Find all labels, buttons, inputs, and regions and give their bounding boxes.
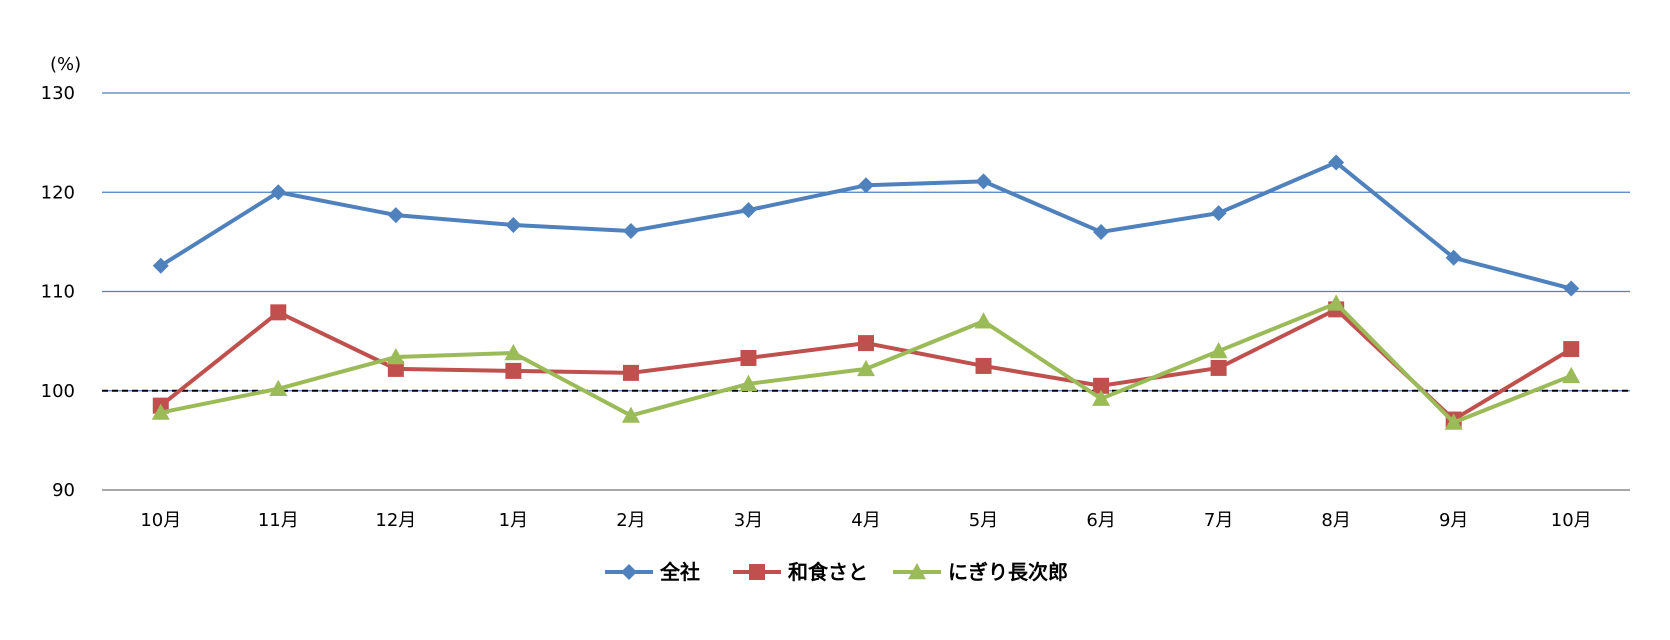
data-point bbox=[1210, 359, 1227, 376]
x-tick-label: 2月 bbox=[616, 510, 645, 531]
data-point bbox=[387, 207, 404, 224]
y-tick-label: 120 bbox=[41, 182, 75, 203]
data-point bbox=[1327, 294, 1346, 311]
data-point bbox=[270, 304, 287, 321]
y-tick-label: 90 bbox=[52, 480, 75, 501]
data-point bbox=[857, 359, 875, 377]
data-point bbox=[1093, 377, 1110, 394]
x-tick-label: 11月 bbox=[258, 510, 299, 531]
data-point bbox=[386, 348, 405, 365]
legend-item: 全社 bbox=[605, 560, 700, 584]
data-point bbox=[622, 222, 639, 239]
x-tick-labels: 10月 11月 12月 1月 2月 3月 4月 5月 6月 7月 8月 9月 10月 bbox=[140, 510, 1591, 531]
data-point bbox=[151, 403, 170, 420]
data-point bbox=[1092, 389, 1111, 406]
x-tick-label: 10月 bbox=[140, 510, 181, 531]
data-point bbox=[387, 360, 404, 377]
data-point bbox=[974, 312, 993, 329]
series-3 bbox=[151, 294, 1581, 430]
data-point bbox=[975, 357, 992, 374]
legend-item: にぎり長次郎 bbox=[893, 560, 1068, 584]
data-point bbox=[622, 364, 639, 381]
data-point bbox=[739, 374, 758, 392]
x-tick-label: 6月 bbox=[1086, 510, 1115, 531]
legend-item: 和食さと bbox=[733, 560, 868, 584]
data-point bbox=[858, 335, 874, 352]
legend-marker bbox=[749, 564, 765, 580]
y-tick-label: 130 bbox=[41, 83, 75, 104]
gridlines bbox=[102, 92, 1630, 491]
data-point bbox=[975, 173, 992, 190]
data-point bbox=[1444, 413, 1463, 430]
data-point bbox=[269, 379, 288, 396]
x-tick-label: 5月 bbox=[969, 510, 998, 531]
legend-marker bbox=[908, 563, 926, 580]
data-point bbox=[1563, 280, 1580, 297]
data-point bbox=[504, 344, 523, 361]
x-tick-label: 3月 bbox=[734, 510, 763, 531]
data-point bbox=[858, 177, 874, 194]
data-point bbox=[1328, 154, 1345, 171]
x-tick-label: 9月 bbox=[1439, 510, 1468, 531]
data-point bbox=[740, 202, 757, 219]
y-tick-labels: 90 100 110 120 130 bbox=[41, 83, 75, 501]
data-point bbox=[1093, 223, 1110, 240]
x-tick-label: 8月 bbox=[1321, 510, 1350, 531]
legend-marker bbox=[621, 564, 637, 580]
series-group bbox=[151, 154, 1581, 430]
data-point bbox=[621, 406, 640, 423]
data-point bbox=[1563, 341, 1580, 358]
data-point bbox=[505, 362, 522, 379]
data-point bbox=[1210, 205, 1227, 222]
data-point bbox=[505, 217, 522, 234]
legend-label: にぎり長次郎 bbox=[948, 560, 1068, 584]
data-point bbox=[152, 257, 169, 274]
x-tick-label: 10月 bbox=[1551, 510, 1592, 531]
data-point bbox=[1445, 249, 1462, 266]
x-tick-label: 12月 bbox=[375, 510, 416, 531]
data-point bbox=[270, 184, 287, 201]
data-point bbox=[1209, 342, 1228, 359]
data-point bbox=[740, 349, 757, 366]
legend: 全社 和食さと にぎり長次郎 bbox=[605, 560, 1068, 584]
legend-label: 全社 bbox=[659, 560, 700, 584]
data-point bbox=[1562, 366, 1581, 384]
y-unit-label: (%) bbox=[50, 54, 81, 75]
series-1 bbox=[152, 154, 1580, 297]
x-tick-label: 1月 bbox=[499, 510, 528, 531]
x-tick-label: 4月 bbox=[851, 510, 880, 531]
legend-label: 和食さと bbox=[788, 560, 868, 584]
y-tick-label: 110 bbox=[41, 282, 75, 303]
x-tick-label: 7月 bbox=[1204, 510, 1233, 531]
y-tick-label: 100 bbox=[41, 381, 75, 402]
